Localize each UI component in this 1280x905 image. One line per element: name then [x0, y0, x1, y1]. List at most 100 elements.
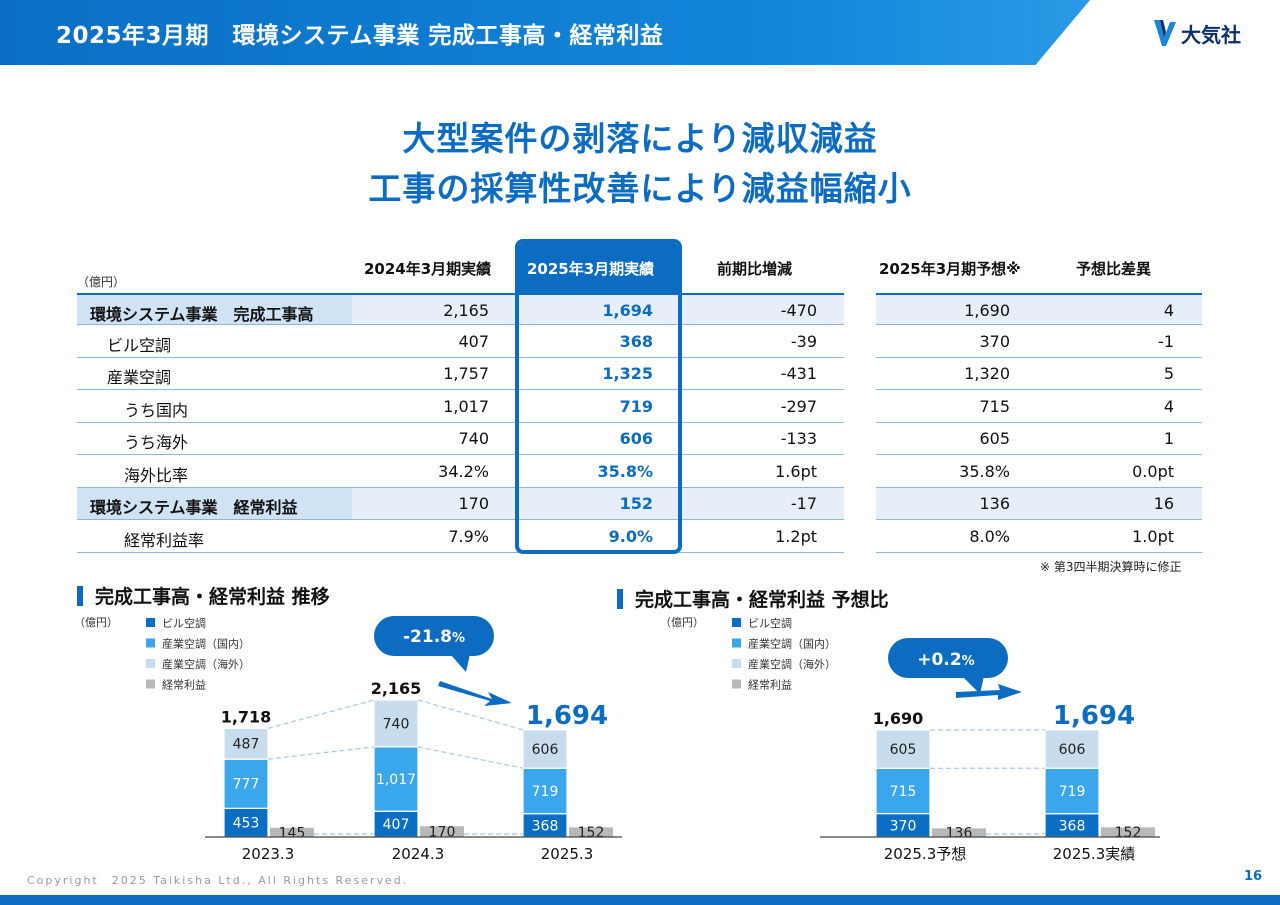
bar-segment — [1044, 729, 1100, 769]
data-label: 152 — [578, 825, 605, 841]
table-cell: 9.0% — [608, 526, 653, 546]
row-label: 経常利益率 — [124, 530, 205, 550]
table-footnote: ※ 第3四半期決算時に修正 — [1040, 560, 1182, 574]
section-title-forecast-text: 完成工事高・経常利益 予想比 — [635, 589, 889, 611]
legend-swatch — [732, 638, 741, 648]
highlight-column-frame — [515, 239, 682, 554]
table-cell: 152 — [619, 494, 653, 513]
table-row-forecast: 715 4 — [876, 391, 1202, 423]
bar-segment — [875, 729, 931, 769]
legend-label: 産業空調（海外） — [162, 657, 250, 671]
page-title: 2025年3月期 環境システム事業 完成工事高・経常利益 — [56, 23, 664, 49]
table-cell: 1,757 — [443, 364, 489, 383]
table-cell: 715 — [979, 396, 1010, 416]
trend-arrow-icon — [956, 684, 1022, 700]
table-unit-label: （億円） — [77, 275, 126, 289]
table-row: ビル空調 407 368 -39 — [77, 326, 844, 358]
connector-line — [267, 746, 375, 760]
data-label: 407 — [383, 817, 410, 833]
bar-profit — [569, 827, 613, 837]
headline-line-1: 大型案件の剥落により減収減益 — [402, 119, 878, 158]
bar-profit — [1101, 827, 1155, 837]
bar-segment — [223, 807, 269, 838]
data-label: 368 — [1059, 818, 1086, 834]
table-cell: 1.2pt — [775, 526, 817, 546]
headline-line-2: 工事の採算性改善により減益幅縮小 — [368, 169, 912, 208]
row-label: ビル空調 — [107, 335, 172, 355]
table-row: 産業空調 1,757 1,325 -431 — [77, 358, 844, 390]
bar-segment — [373, 699, 419, 748]
section-title-trend: 完成工事高・経常利益 推移 — [77, 582, 330, 609]
table-row-forecast: 1,690 4 — [876, 293, 1202, 325]
row-label: 環境システム事業 経常利益 — [90, 498, 298, 517]
table-row-forecast: 1,320 5 — [876, 358, 1202, 390]
taikisha-logo-icon — [1154, 20, 1176, 46]
col-head-fy2025: 2025年3月期実績 — [527, 260, 655, 278]
bar-segment — [522, 813, 568, 838]
table-cell: 1.6pt — [775, 461, 817, 481]
table-cell: 407 — [458, 331, 489, 351]
legend-label: ビル空調 — [162, 616, 206, 630]
bar-segment — [522, 767, 568, 815]
category-label: 2025.3予想 — [884, 845, 967, 863]
table-row: 経常利益率 7.9% 9.0% 1.2pt — [77, 521, 844, 553]
data-label: 145 — [279, 825, 306, 841]
table-row-forecast: 8.0% 1.0pt — [876, 521, 1202, 553]
table-cell: 35.8% — [597, 461, 653, 481]
data-label: 719 — [1059, 784, 1086, 800]
legend-swatch — [732, 618, 741, 627]
data-label: 136 — [946, 826, 973, 842]
table-cell: 4 — [1163, 301, 1174, 320]
data-label: 170 — [429, 825, 456, 841]
bar-profit — [420, 826, 464, 837]
table-cell: 1,017 — [443, 396, 489, 416]
table-row: うち国内 1,017 719 -297 — [77, 391, 844, 423]
copyright: Copyright 2025 Taikisha Ltd., All Rights… — [27, 874, 409, 887]
data-label: 715 — [890, 784, 917, 800]
category-label: 2025.3実績 — [1053, 845, 1136, 863]
data-label: 368 — [532, 818, 559, 834]
total-label: 1,718 — [221, 707, 272, 726]
row-label: 環境システム事業 完成工事高 — [90, 305, 314, 324]
table-row-forecast: 370 -1 — [876, 326, 1202, 358]
data-label: 740 — [383, 716, 410, 732]
bar-profit — [270, 827, 314, 837]
bar-segment — [875, 812, 931, 838]
table-cell: 1,694 — [602, 301, 653, 320]
table-cell: 7.9% — [448, 526, 489, 546]
chart-unit-label: （億円） — [660, 616, 704, 629]
table-cell: 8.0% — [969, 526, 1010, 546]
chart-unit-label: （億円） — [74, 616, 118, 629]
data-label: 152 — [1115, 825, 1142, 841]
bar-segment — [373, 810, 419, 838]
table-cell: 1,690 — [964, 301, 1010, 320]
company-logo: 大気社 — [1152, 18, 1241, 48]
bar-segment — [223, 758, 269, 809]
bar-segment — [223, 727, 269, 760]
change-callout-tail — [962, 676, 984, 694]
logo-text: 大気社 — [1181, 22, 1241, 47]
change-callout-tail — [450, 654, 470, 672]
connector-line — [417, 699, 524, 731]
highlight-column-header-bg — [519, 243, 678, 293]
table-cell: -1 — [1158, 331, 1174, 351]
data-label: 719 — [532, 784, 559, 800]
legend-label: 産業空調（国内） — [162, 637, 250, 651]
data-label: 777 — [233, 777, 260, 793]
table-cell: 5 — [1163, 364, 1174, 383]
bar-segment — [522, 729, 568, 769]
row-label: うち海外 — [124, 433, 189, 452]
table-cell: -297 — [780, 396, 817, 416]
category-label: 2024.3 — [392, 845, 445, 863]
table-cell: 4 — [1163, 396, 1174, 416]
footer-bar — [0, 895, 1280, 905]
legend-swatch — [146, 618, 155, 627]
data-label: 453 — [233, 816, 260, 832]
table-cell: -133 — [780, 429, 817, 448]
change-callout-suffix: % — [962, 654, 975, 669]
table-row: 環境システム事業 完成工事高 2,165 1,694 -470 — [77, 293, 844, 325]
total-label: 1,694 — [526, 701, 608, 731]
table-cell: 35.8% — [959, 461, 1010, 481]
legend-swatch — [146, 679, 155, 689]
table-cell: -39 — [790, 331, 817, 351]
